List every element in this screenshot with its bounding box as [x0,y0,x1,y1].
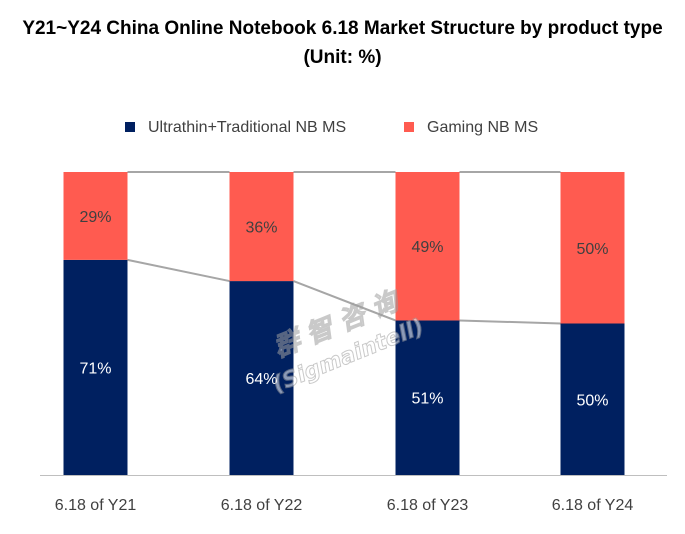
chart-title: Y21~Y24 China Online Notebook 6.18 Marke… [22,18,663,68]
legend-label-1: Ultrathin+Traditional NB MS [148,119,346,136]
bar-segment-gaming-1 [63,172,128,260]
data-label-gaming-4: 50% [576,241,608,258]
data-label-gaming-2: 36% [245,220,277,237]
data-label-ultrathin-4: 50% [576,392,608,409]
bar-segment-gaming-4 [560,172,625,324]
x-tick-label-3: 6.18 of Y23 [387,497,469,514]
x-tick-label-4: 6.18 of Y24 [552,497,634,514]
data-label-ultrathin-2: 64% [245,371,277,388]
bar-segment-gaming-2 [229,172,294,282]
bar-segment-ultrathin-4 [560,323,625,475]
legend-swatch-2 [404,122,414,132]
data-label-gaming-3: 49% [411,239,443,256]
x-tick-label-2: 6.18 of Y22 [221,497,303,514]
data-label-gaming-1: 29% [79,209,111,226]
x-tick-label-1: 6.18 of Y21 [55,497,137,514]
series-line-mid-2 [293,280,396,322]
data-label-ultrathin-1: 71% [79,360,111,377]
legend-label-2: Gaming NB MS [427,119,538,136]
series-line-mid-1 [127,258,230,283]
bar-segment-ultrathin-2 [229,281,294,475]
data-label-ultrathin-3: 51% [411,391,443,408]
series-line-mid-3 [459,319,561,325]
bar-segment-ultrathin-3 [395,320,460,475]
bar-segment-ultrathin-1 [63,259,128,475]
bar-segment-gaming-3 [395,172,460,321]
legend-swatch-1 [125,122,135,132]
